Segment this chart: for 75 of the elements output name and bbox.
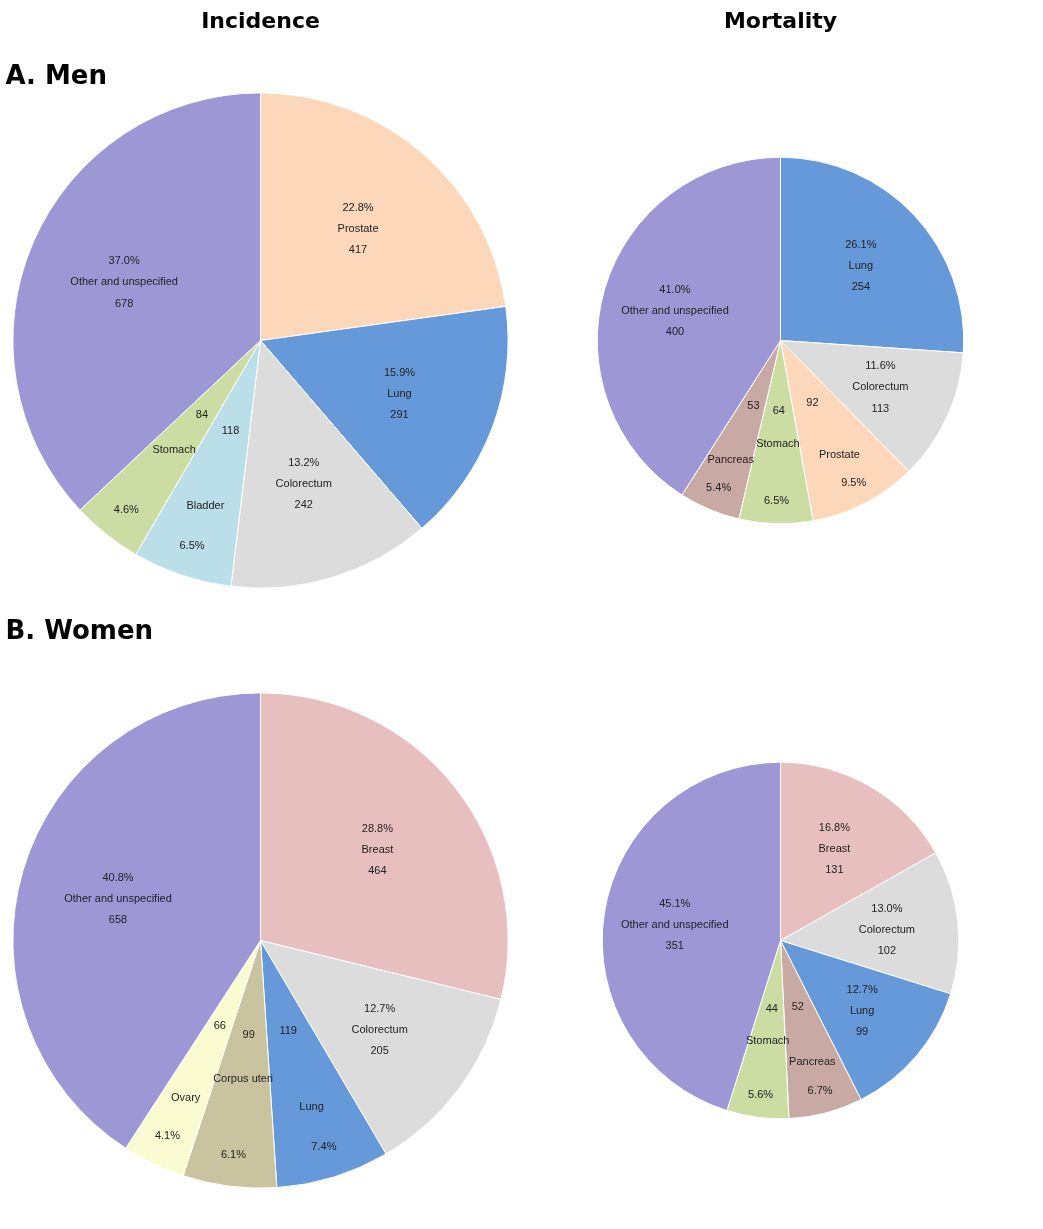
slice-label: Colorectum	[275, 476, 332, 489]
chart-title: Incidence	[201, 7, 320, 33]
slice-label: Stomach	[152, 442, 196, 455]
slice-label: Lung	[299, 1100, 324, 1113]
data-label: 5.4%	[706, 481, 732, 494]
data-label: 26.1%	[845, 238, 877, 251]
chart-title: Mortality	[723, 7, 838, 33]
slice-label: Prostate	[818, 448, 860, 461]
text: 242	[294, 497, 313, 510]
slice-label: Other and unspecified	[621, 303, 729, 316]
slice-label: Colorectum	[351, 1023, 408, 1036]
text: 118	[221, 423, 240, 436]
slice-label: Stomach	[756, 437, 800, 450]
text: 84	[195, 408, 209, 421]
slice-label: Bladder	[186, 498, 225, 511]
slice-label: Lung	[387, 387, 412, 400]
data-label: 6.5%	[763, 493, 790, 506]
data-label: 7.4%	[311, 1140, 337, 1153]
text: 400	[665, 324, 685, 337]
text: 66	[213, 1019, 226, 1032]
text: 131	[825, 863, 844, 876]
data-label: 9.5%	[841, 476, 867, 489]
data-label: 13.0%	[871, 902, 903, 915]
slice-label: Lung	[849, 1003, 875, 1016]
data-label: 28.8%	[361, 821, 394, 834]
text: 291	[390, 408, 409, 421]
data-label: 13.2%	[288, 455, 320, 468]
text: 53	[747, 398, 760, 411]
text: 351	[665, 939, 684, 952]
data-label: 12.7%	[846, 982, 878, 995]
text: 99	[856, 1024, 869, 1037]
text: 52	[791, 1000, 804, 1013]
text: 678	[114, 296, 134, 309]
text: 99	[242, 1027, 255, 1040]
data-label: 37.0%	[108, 254, 140, 267]
slice-label: Breast	[818, 842, 851, 855]
data-label: 16.8%	[818, 821, 851, 834]
data-label: 6.7%	[807, 1084, 833, 1097]
slice-label: Other and unspecified	[64, 892, 172, 905]
slice-label: Other and unspecified	[70, 275, 178, 288]
text: B. Women	[5, 615, 154, 646]
slice-label: Ovary	[170, 1090, 201, 1103]
slice-label: Lung	[848, 259, 874, 272]
slice-label: Stomach	[745, 1033, 790, 1046]
data-label: 6.1%	[220, 1148, 247, 1161]
slice-label: Colorectum	[852, 380, 909, 393]
data-label: 5.6%	[748, 1088, 774, 1101]
text: 113	[871, 401, 890, 414]
text: 254	[851, 280, 870, 293]
data-label: 12.7%	[364, 1002, 396, 1015]
data-label: 6.5%	[179, 538, 205, 551]
text: 119	[279, 1024, 297, 1037]
data-label: 4.1%	[154, 1128, 181, 1141]
text: 417	[348, 243, 368, 256]
text: 44	[765, 1001, 778, 1014]
slice-label: Breast	[361, 842, 394, 855]
text: 205	[370, 1044, 389, 1057]
text: 102	[877, 944, 897, 957]
text: 92	[806, 396, 819, 409]
slice-label: Pancreas	[707, 452, 755, 465]
text: 464	[368, 863, 387, 876]
data-label: 15.9%	[383, 365, 416, 378]
data-label: 40.8%	[102, 871, 134, 884]
slice-label: Other and unspecified	[620, 918, 729, 931]
text: A. Men	[5, 59, 108, 90]
data-label: 11.6%	[865, 359, 896, 372]
data-label: 41.0%	[659, 282, 691, 295]
text: 658	[108, 913, 128, 926]
slice-label: Colorectum	[858, 923, 916, 936]
slice-label: Pancreas	[789, 1055, 837, 1068]
slice-label: Prostate	[337, 222, 379, 235]
text: 64	[772, 404, 785, 417]
data-label: 22.8%	[342, 201, 374, 214]
data-label: 4.6%	[113, 503, 140, 516]
data-label: 45.1%	[659, 897, 691, 910]
